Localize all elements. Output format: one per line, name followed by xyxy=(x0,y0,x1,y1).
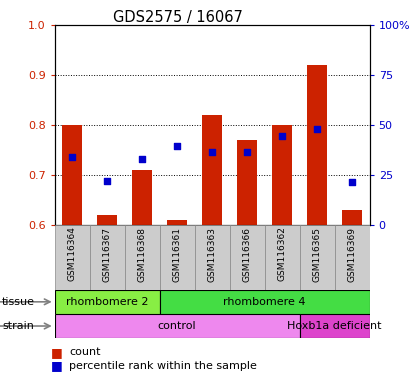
Point xyxy=(139,156,145,162)
Text: GSM116362: GSM116362 xyxy=(278,227,286,281)
Bar xyxy=(230,225,265,290)
Bar xyxy=(63,125,82,225)
Text: Hoxb1a deficient: Hoxb1a deficient xyxy=(287,321,382,331)
Text: GSM116364: GSM116364 xyxy=(68,227,76,281)
Bar xyxy=(299,225,335,290)
Point xyxy=(69,154,76,161)
Bar xyxy=(125,225,160,290)
Text: ■: ■ xyxy=(50,346,62,359)
Bar xyxy=(237,140,257,225)
Text: GSM116365: GSM116365 xyxy=(312,227,322,281)
Text: control: control xyxy=(158,321,197,331)
Text: percentile rank within the sample: percentile rank within the sample xyxy=(69,361,257,371)
Text: tissue: tissue xyxy=(2,297,35,307)
Bar xyxy=(160,225,194,290)
Point xyxy=(104,178,110,184)
Bar xyxy=(89,225,125,290)
Bar xyxy=(299,314,370,338)
Bar xyxy=(55,225,89,290)
Bar xyxy=(273,125,292,225)
Bar xyxy=(342,210,362,225)
Text: GSM116368: GSM116368 xyxy=(138,227,147,281)
Point xyxy=(244,149,250,155)
Point xyxy=(279,133,286,139)
Point xyxy=(349,179,355,185)
Text: GSM116363: GSM116363 xyxy=(207,227,217,281)
Text: count: count xyxy=(69,347,101,357)
Text: rhombomere 4: rhombomere 4 xyxy=(223,297,306,307)
Bar xyxy=(335,225,370,290)
Text: ■: ■ xyxy=(50,359,62,372)
Text: strain: strain xyxy=(2,321,34,331)
Bar xyxy=(307,65,327,225)
Bar xyxy=(55,290,160,314)
Text: GDS2575 / 16067: GDS2575 / 16067 xyxy=(113,10,243,25)
Point xyxy=(209,149,215,155)
Bar xyxy=(168,220,187,225)
Bar xyxy=(160,290,370,314)
Bar xyxy=(202,115,222,225)
Point xyxy=(174,143,181,149)
Bar xyxy=(55,314,299,338)
Bar xyxy=(132,170,152,225)
Point xyxy=(314,126,320,132)
Bar xyxy=(194,225,230,290)
Bar xyxy=(265,225,299,290)
Text: rhombomere 2: rhombomere 2 xyxy=(66,297,148,307)
Text: GSM116369: GSM116369 xyxy=(348,227,357,281)
Text: GSM116361: GSM116361 xyxy=(173,227,181,281)
Text: GSM116366: GSM116366 xyxy=(243,227,252,281)
Bar xyxy=(97,215,117,225)
Text: GSM116367: GSM116367 xyxy=(102,227,112,281)
